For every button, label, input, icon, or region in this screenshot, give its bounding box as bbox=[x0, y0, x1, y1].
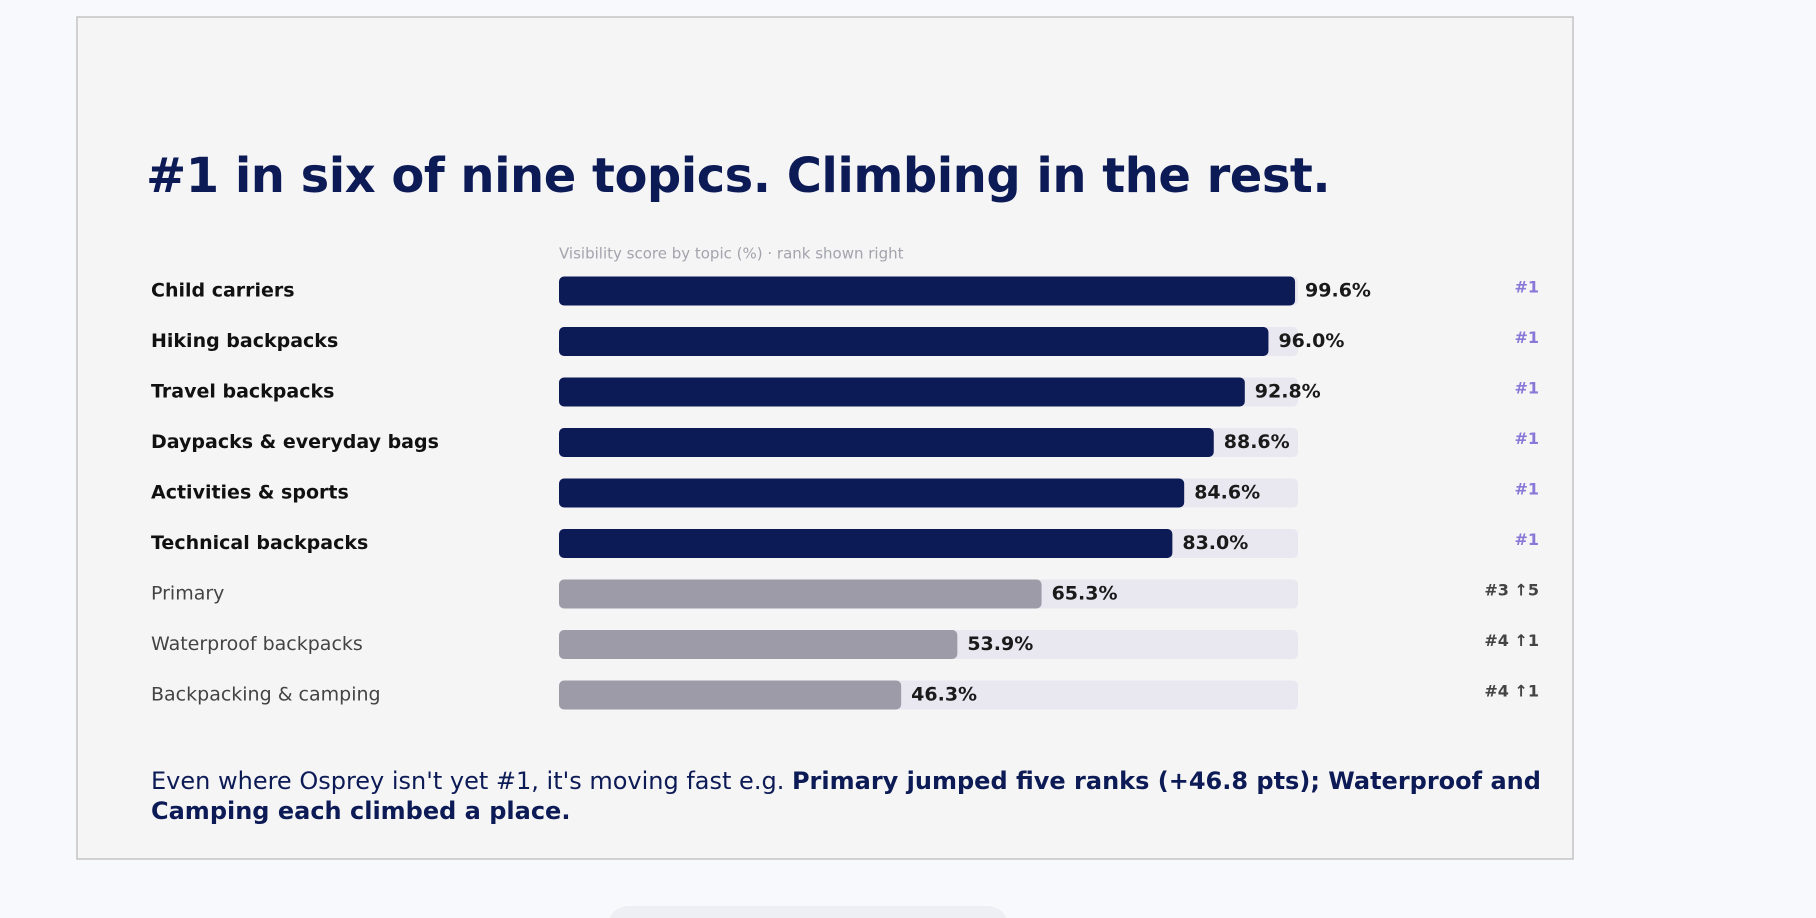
value-label: 83.0% bbox=[1182, 532, 1248, 554]
value-label: 84.6% bbox=[1194, 482, 1260, 504]
footnote-bold: Primary jumped five ranks (+46.8 pts); W… bbox=[151, 767, 1541, 825]
value-label: 65.3% bbox=[1052, 583, 1118, 605]
value-label: 96.0% bbox=[1278, 330, 1344, 352]
footnote: Even where Osprey isn't yet #1, it's mov… bbox=[151, 766, 1551, 826]
bar bbox=[559, 579, 1042, 609]
rank-label: #3 ↑5 bbox=[1484, 581, 1539, 600]
rank-label: #4 ↑1 bbox=[1484, 682, 1539, 701]
bar bbox=[559, 680, 902, 710]
category-label: Daypacks & everyday bags bbox=[151, 431, 439, 453]
rank-label: #1 bbox=[1514, 530, 1539, 549]
value-label: 88.6% bbox=[1224, 431, 1290, 453]
bar bbox=[559, 327, 1269, 356]
rank-label: #1 bbox=[1514, 328, 1539, 347]
category-label: Backpacking & camping bbox=[151, 684, 381, 706]
category-label: Activities & sports bbox=[151, 482, 349, 504]
value-label: 99.6% bbox=[1305, 280, 1371, 302]
category-label: Primary bbox=[151, 583, 224, 605]
category-label: Waterproof backpacks bbox=[151, 633, 363, 655]
bar bbox=[559, 478, 1185, 508]
footnote-text: Even where Osprey isn't yet #1, it's mov… bbox=[151, 767, 785, 795]
bar bbox=[559, 630, 958, 659]
value-label: 53.9% bbox=[967, 633, 1033, 655]
bar bbox=[559, 276, 1296, 306]
bottom-pill bbox=[609, 906, 1007, 918]
bar bbox=[559, 529, 1173, 558]
category-label: Travel backpacks bbox=[151, 381, 334, 403]
bar bbox=[559, 428, 1214, 457]
category-label: Technical backpacks bbox=[151, 532, 368, 554]
rank-label: #1 bbox=[1514, 429, 1539, 448]
value-label: 46.3% bbox=[911, 684, 977, 706]
rank-label: #1 bbox=[1514, 278, 1539, 297]
bar bbox=[559, 377, 1245, 407]
chart-subtitle: Visibility score by topic (%) · rank sho… bbox=[559, 245, 904, 263]
rank-label: #1 bbox=[1514, 480, 1539, 499]
rank-label: #1 bbox=[1514, 379, 1539, 398]
value-label: 92.8% bbox=[1255, 381, 1321, 403]
rank-label: #4 ↑1 bbox=[1484, 631, 1539, 650]
category-label: Hiking backpacks bbox=[151, 330, 338, 352]
chart-title: #1 in six of nine topics. Climbing in th… bbox=[146, 148, 1331, 204]
category-label: Child carriers bbox=[151, 280, 295, 302]
